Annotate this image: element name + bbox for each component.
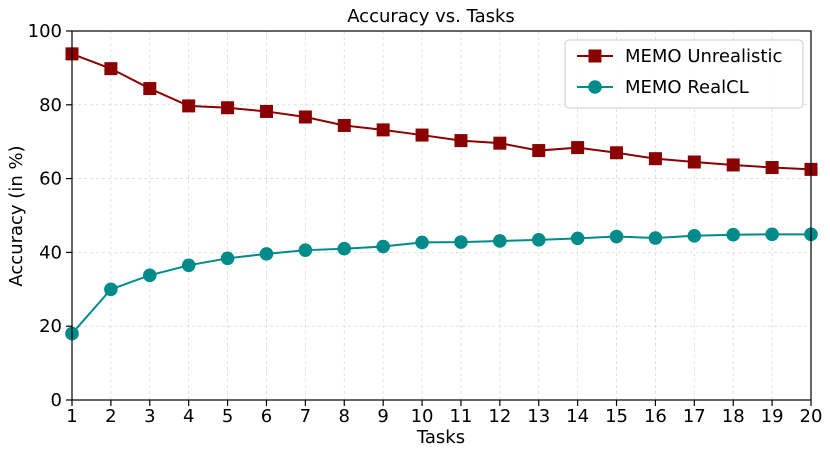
data-point-square bbox=[765, 161, 779, 175]
x-tick-label: 19 bbox=[761, 406, 784, 427]
data-point-square bbox=[610, 146, 624, 160]
data-point-square bbox=[415, 128, 429, 142]
x-tick-label: 20 bbox=[800, 406, 823, 427]
data-point-circle bbox=[726, 227, 741, 242]
x-tick-label: 16 bbox=[644, 406, 667, 427]
data-point-square bbox=[454, 134, 468, 148]
x-tick-label: 13 bbox=[527, 406, 550, 427]
data-point-circle bbox=[376, 239, 390, 254]
data-point-circle bbox=[454, 235, 468, 249]
x-tick-label: 15 bbox=[605, 406, 628, 427]
x-tick-label: 5 bbox=[222, 406, 233, 427]
data-point-square bbox=[687, 155, 701, 169]
data-point-circle bbox=[337, 241, 352, 256]
data-point-circle bbox=[531, 233, 546, 247]
data-point-circle bbox=[687, 228, 702, 243]
data-point-square bbox=[532, 144, 546, 158]
y-tick-label: 80 bbox=[39, 95, 62, 116]
y-tick-label: 100 bbox=[28, 21, 62, 42]
y-tick-label: 20 bbox=[39, 316, 62, 337]
data-point-square bbox=[337, 118, 351, 132]
x-tick-label: 17 bbox=[683, 406, 706, 427]
x-tick-label: 10 bbox=[411, 406, 434, 427]
data-point-circle bbox=[298, 243, 313, 257]
data-point-square bbox=[259, 104, 273, 118]
plot-area bbox=[71, 30, 812, 401]
data-point-circle bbox=[259, 247, 274, 261]
series-2 bbox=[65, 227, 818, 341]
x-tick-label: 3 bbox=[144, 406, 155, 427]
legend-item: MEMO Unrealistic bbox=[577, 46, 782, 67]
legend-label: MEMO Unrealistic bbox=[625, 46, 782, 67]
data-point-square bbox=[726, 158, 740, 172]
data-point-square bbox=[493, 136, 507, 150]
x-tick-label: 1 bbox=[66, 406, 77, 427]
x-tick-label: 7 bbox=[300, 406, 311, 427]
data-point-circle bbox=[609, 229, 624, 244]
axis-ticks: 1 2 3 4 5 6 7 8 9 10 11 12 13 14 15 16 17 18 19 20020406080… bbox=[28, 21, 823, 427]
y-axis-label: Accuracy (in %) bbox=[6, 145, 27, 286]
y-tick-label: 40 bbox=[39, 242, 62, 263]
data-point-circle bbox=[220, 251, 235, 266]
x-tick-label: 18 bbox=[722, 406, 745, 427]
data-point-circle bbox=[648, 231, 663, 245]
data-point-square bbox=[182, 99, 196, 113]
x-tick-label: 6 bbox=[261, 406, 272, 427]
data-point-square bbox=[376, 123, 390, 137]
y-tick-label: 60 bbox=[39, 169, 62, 190]
data-point-square bbox=[104, 62, 118, 76]
legend: MEMO Unrealistic MEMO RealCL bbox=[564, 39, 804, 109]
legend-item: MEMO RealCL bbox=[577, 77, 749, 98]
series-1 bbox=[65, 47, 818, 176]
data-point-circle bbox=[104, 282, 118, 297]
series-line bbox=[71, 233, 811, 335]
data-point-circle bbox=[181, 258, 196, 273]
legend-marker-square bbox=[588, 49, 602, 63]
data-point-circle bbox=[493, 234, 507, 248]
data-point-circle bbox=[142, 268, 157, 283]
legend-box bbox=[564, 39, 804, 109]
data-point-circle bbox=[415, 235, 429, 250]
data-point-square bbox=[298, 110, 312, 124]
data-point-circle bbox=[765, 227, 779, 242]
x-tick-label: 9 bbox=[377, 406, 388, 427]
chart-title: Accuracy vs. Tasks bbox=[347, 6, 515, 27]
data-point-circle bbox=[570, 231, 585, 246]
x-tick-label: 8 bbox=[339, 406, 350, 427]
legend-label: MEMO RealCL bbox=[625, 77, 749, 98]
data-point-square bbox=[571, 141, 585, 155]
legend-marker-circle bbox=[588, 80, 602, 94]
data-point-square bbox=[648, 152, 662, 166]
x-axis-label: Tasks bbox=[416, 427, 465, 448]
data-point-square bbox=[221, 101, 235, 115]
series-layer bbox=[65, 47, 818, 341]
x-tick-label: 4 bbox=[183, 406, 194, 427]
x-tick-label: 11 bbox=[449, 406, 472, 427]
x-tick-label: 2 bbox=[105, 406, 116, 427]
x-tick-label: 14 bbox=[566, 406, 589, 427]
x-tick-label: 12 bbox=[488, 406, 511, 427]
data-point-square bbox=[143, 82, 157, 96]
y-tick-label: 0 bbox=[51, 390, 62, 411]
